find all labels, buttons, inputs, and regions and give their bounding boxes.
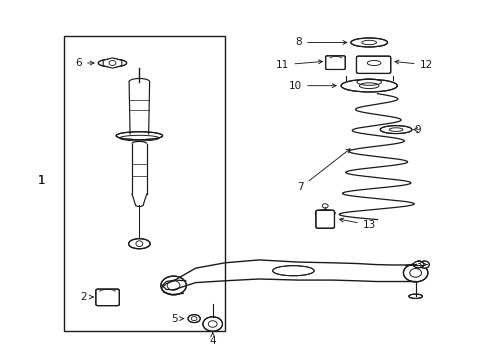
Circle shape xyxy=(161,276,186,295)
FancyBboxPatch shape xyxy=(356,56,390,73)
Text: 1: 1 xyxy=(38,174,45,186)
Ellipse shape xyxy=(340,79,396,92)
Ellipse shape xyxy=(350,38,386,47)
Text: 13: 13 xyxy=(339,218,375,230)
Ellipse shape xyxy=(315,210,334,216)
Ellipse shape xyxy=(408,294,422,298)
Text: 4: 4 xyxy=(209,333,216,346)
Text: 6: 6 xyxy=(75,58,94,68)
Ellipse shape xyxy=(412,261,423,268)
Text: 11: 11 xyxy=(276,60,322,70)
Text: 8: 8 xyxy=(295,37,346,48)
Ellipse shape xyxy=(272,266,314,276)
Circle shape xyxy=(419,261,428,268)
Ellipse shape xyxy=(98,59,126,67)
Polygon shape xyxy=(103,58,122,68)
Ellipse shape xyxy=(128,239,150,249)
FancyBboxPatch shape xyxy=(315,210,334,228)
Text: 9: 9 xyxy=(413,125,421,135)
FancyBboxPatch shape xyxy=(325,56,345,69)
Ellipse shape xyxy=(116,132,162,140)
Text: 2: 2 xyxy=(80,292,93,302)
Ellipse shape xyxy=(187,315,200,323)
Text: 1: 1 xyxy=(38,174,45,186)
Text: 12: 12 xyxy=(394,60,432,70)
Text: 5: 5 xyxy=(170,314,183,324)
FancyBboxPatch shape xyxy=(96,289,119,306)
Circle shape xyxy=(403,264,427,282)
Text: 10: 10 xyxy=(288,81,335,91)
Bar xyxy=(63,36,224,331)
Text: 3: 3 xyxy=(414,260,426,270)
Text: 7: 7 xyxy=(297,149,349,192)
Circle shape xyxy=(203,317,222,331)
Ellipse shape xyxy=(380,126,411,134)
